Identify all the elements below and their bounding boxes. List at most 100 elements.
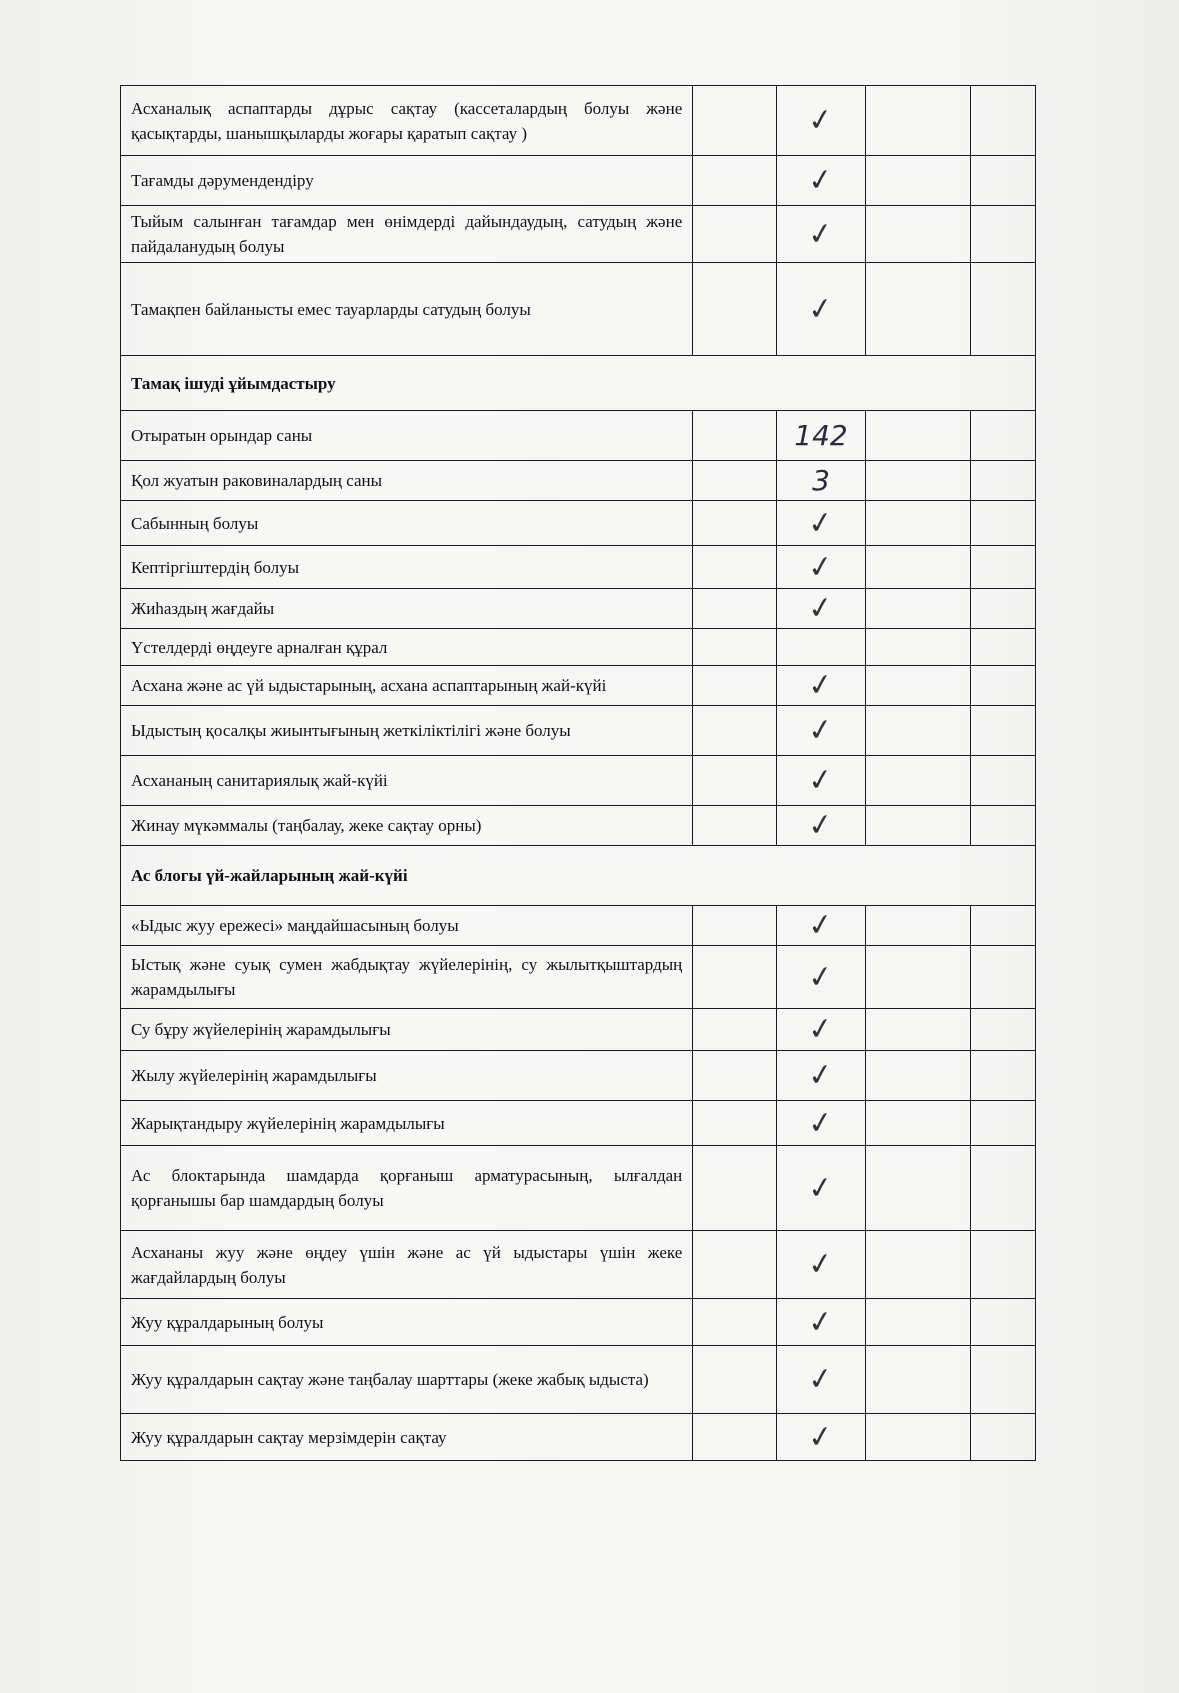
mark-cell: 142	[776, 410, 866, 461]
checklist-row: Отыратын орындар саны 142	[119, 410, 1037, 461]
empty-cell	[969, 588, 1037, 629]
criterion-label: Жарықтандыру жүйелерінің жарамдылығы	[119, 1100, 694, 1146]
checkmark-icon: ✓	[806, 806, 836, 845]
criterion-label: Жуу құралдарын сақтау мерзімдерін сақтау	[119, 1413, 694, 1461]
empty-cell	[692, 1345, 778, 1414]
criterion-label: Тамақпен байланысты емес тауарларды сату…	[119, 262, 694, 356]
mark-cell: ✓	[776, 205, 866, 263]
checklist-row: Жиһаздың жағдайы ✓	[119, 588, 1037, 629]
checklist-row: Тыйым салынған тағамдар мен өнімдерді да…	[119, 205, 1037, 263]
checkmark-icon: ✓	[806, 289, 836, 329]
mark-cell: ✓	[776, 1345, 866, 1414]
section-title: Тамақ ішуді ұйымдастыру	[120, 355, 1036, 411]
empty-cell	[864, 628, 971, 666]
empty-cell	[969, 155, 1037, 206]
criterion-label: Үстелдерді өңдеуге арналған құрал	[119, 628, 694, 666]
checkmark-icon: ✓	[806, 666, 836, 705]
empty-cell	[692, 545, 778, 589]
empty-cell	[692, 85, 778, 156]
empty-cell	[864, 1050, 971, 1101]
mark-cell: ✓	[776, 1008, 866, 1051]
checkmark-icon: ✓	[806, 503, 836, 543]
mark-cell: ✓	[776, 1230, 866, 1299]
checkmark-icon: ✓	[806, 1360, 836, 1399]
checklist-row: Тамақпен байланысты емес тауарларды сату…	[119, 262, 1037, 356]
mark-cell: ✓	[776, 155, 866, 206]
criterion-label: Жылу жүйелерінің жарамдылығы	[119, 1050, 694, 1101]
criterion-label: Ыстық және суық сумен жабдықтау жүйелері…	[119, 945, 694, 1009]
mark-cell: ✓	[776, 588, 866, 629]
empty-cell	[969, 755, 1037, 806]
mark-cell: ✓	[776, 1413, 866, 1461]
empty-cell	[969, 1145, 1037, 1231]
checkmark-icon: ✓	[806, 1056, 836, 1095]
criterion-label: Тыйым салынған тағамдар мен өнімдерді да…	[119, 205, 694, 263]
empty-cell	[864, 1345, 971, 1414]
empty-cell	[692, 205, 778, 263]
checkmark-icon: ✓	[806, 1245, 836, 1284]
checklist-row: Асханалық аспаптарды дұрыс сақтау (кассе…	[119, 85, 1037, 156]
checklist-row: Жарықтандыру жүйелерінің жарамдылығы ✓	[119, 1100, 1037, 1146]
empty-cell	[864, 705, 971, 756]
empty-cell	[969, 665, 1037, 706]
empty-cell	[692, 1230, 778, 1299]
mark-cell: ✓	[776, 755, 866, 806]
mark-cell: ✓	[776, 665, 866, 706]
mark-cell: ✓	[776, 545, 866, 589]
criterion-label: Жинау мүкәммалы (таңбалау, жеке сақтау о…	[119, 805, 694, 846]
empty-cell	[692, 705, 778, 756]
empty-cell	[864, 588, 971, 629]
empty-cell	[864, 1100, 971, 1146]
empty-cell	[692, 410, 778, 461]
empty-cell	[969, 460, 1037, 501]
checklist-row: Сабынның болуы ✓	[119, 500, 1037, 546]
mark-cell: ✓	[776, 1298, 866, 1346]
empty-cell	[969, 410, 1037, 461]
empty-cell	[969, 1050, 1037, 1101]
checklist-row: Асхананы жуу және өңдеу үшін және ас үй …	[119, 1230, 1037, 1299]
empty-cell	[969, 628, 1037, 666]
empty-cell	[864, 945, 971, 1009]
empty-cell	[864, 1230, 971, 1299]
checkmark-icon: ✓	[806, 214, 836, 254]
inspection-checklist-table: Асханалық аспаптарды дұрыс сақтау (кассе…	[119, 85, 1037, 1461]
empty-cell	[692, 1145, 778, 1231]
criterion-label: Асхананы жуу және өңдеу үшін және ас үй …	[119, 1230, 694, 1299]
section-title: Ас блогы үй-жайларының жай-күйі	[120, 845, 1036, 906]
empty-cell	[692, 460, 778, 501]
empty-cell	[864, 1298, 971, 1346]
empty-cell	[692, 155, 778, 206]
criterion-label: Жуу құралдарын сақтау және таңбалау шарт…	[119, 1345, 694, 1414]
mark-cell	[776, 628, 866, 666]
checklist-row: Үстелдерді өңдеуге арналған құрал	[119, 628, 1037, 666]
checklist-row: «Ыдыс жуу ережесі» маңдайшасының болуы ✓	[119, 905, 1037, 946]
criterion-label: Асхананың санитариялық жай-күйі	[119, 755, 694, 806]
checkmark-icon: ✓	[806, 1010, 836, 1049]
empty-cell	[864, 1008, 971, 1051]
criterion-label: Отыратын орындар саны	[119, 410, 694, 461]
criterion-label: «Ыдыс жуу ережесі» маңдайшасының болуы	[119, 905, 694, 946]
criterion-label: Сабынның болуы	[119, 500, 694, 546]
empty-cell	[692, 665, 778, 706]
empty-cell	[692, 500, 778, 546]
empty-cell	[864, 460, 971, 501]
criterion-label: Асхана және ас үй ыдыстарының, асхана ас…	[119, 665, 694, 706]
empty-cell	[692, 262, 778, 356]
empty-cell	[692, 945, 778, 1009]
criterion-label: Жиһаздың жағдайы	[119, 588, 694, 629]
empty-cell	[692, 905, 778, 946]
checkmark-icon: ✓	[806, 761, 836, 800]
criterion-label: Ыдыстың қосалқы жиынтығының жеткіліктілі…	[119, 705, 694, 756]
checklist-row: Ыдыстың қосалқы жиынтығының жеткіліктілі…	[119, 705, 1037, 756]
empty-cell	[969, 945, 1037, 1009]
empty-cell	[692, 1298, 778, 1346]
empty-cell	[969, 500, 1037, 546]
checkmark-icon: ✓	[806, 1302, 836, 1342]
empty-cell	[969, 1298, 1037, 1346]
empty-cell	[692, 1050, 778, 1101]
mark-cell: ✓	[776, 945, 866, 1009]
mark-cell: ✓	[776, 1050, 866, 1101]
checkmark-icon: ✓	[806, 547, 836, 587]
mark-cell: ✓	[776, 500, 866, 546]
checkmark-icon: ✓	[806, 906, 836, 945]
